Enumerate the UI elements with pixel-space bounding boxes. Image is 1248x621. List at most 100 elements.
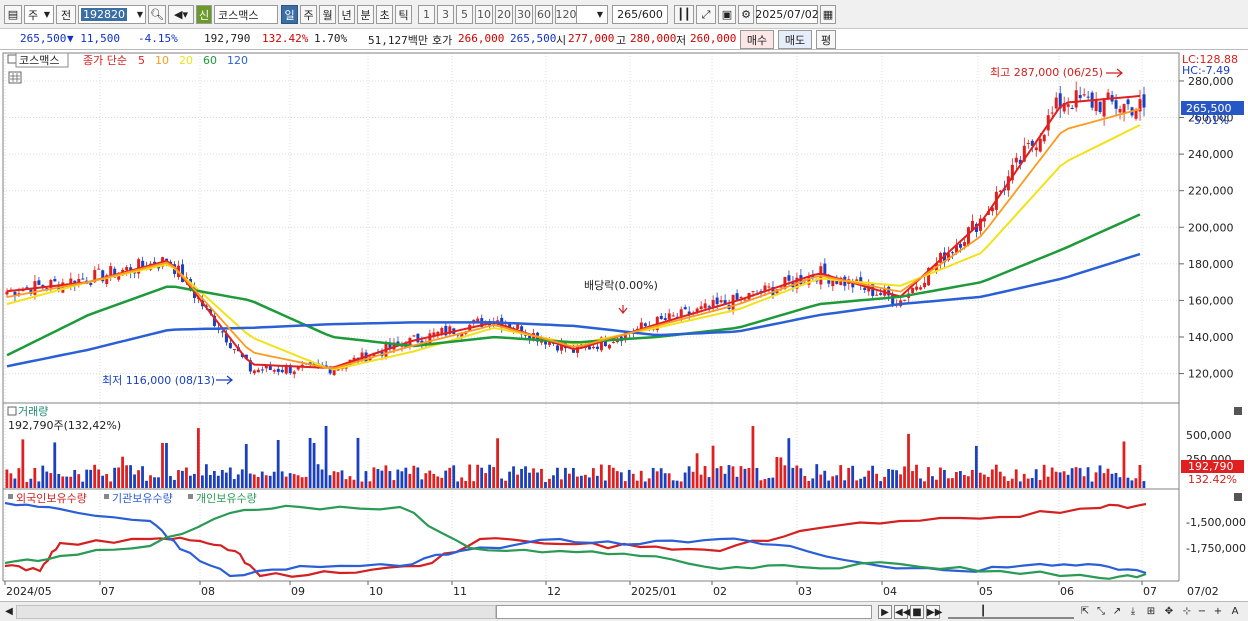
download-icon[interactable]: ⤓	[1130, 606, 1136, 617]
low-arrow	[216, 375, 233, 385]
x-tick-label: 09	[291, 585, 305, 598]
candle-body	[951, 252, 955, 254]
candle-body	[560, 342, 564, 351]
rewind-icon[interactable]: ◀◀	[894, 605, 911, 619]
volume-bars	[5, 426, 1146, 488]
minute-tab-5[interactable]: 5	[456, 5, 473, 24]
volume-bar	[476, 464, 480, 488]
minute-tab-1[interactable]: 1	[418, 5, 435, 24]
candle-body	[17, 293, 21, 295]
volume-bar	[492, 467, 496, 488]
stock-name-field[interactable]: 코스맥스	[214, 5, 278, 24]
open-label: 시	[556, 34, 567, 47]
period-tab-4[interactable]: 분	[357, 5, 374, 24]
stock-code-input[interactable]: 192820 ▼	[78, 5, 146, 24]
candle-body	[212, 315, 216, 326]
minute-tab-10[interactable]: 10	[475, 5, 493, 24]
period-tab-5[interactable]: 초	[376, 5, 393, 24]
market-type-select[interactable]: 주 ▼	[24, 5, 54, 24]
volume-bar	[169, 476, 172, 488]
candle-body	[871, 283, 875, 296]
candle-body	[1042, 134, 1046, 142]
calendar-icon[interactable]: ▦	[820, 5, 836, 24]
volume-bar	[364, 471, 368, 488]
candle-body	[683, 307, 687, 310]
candle-body	[1070, 108, 1074, 110]
candle-body	[428, 333, 432, 344]
save-icon[interactable]: ▣	[718, 5, 736, 24]
candle-body	[711, 300, 715, 308]
font-size-icon[interactable]: A	[1231, 606, 1239, 617]
volume-bar	[344, 479, 348, 488]
grid-toggle-icon[interactable]	[8, 71, 22, 84]
zoom-slider[interactable]: ┃	[948, 605, 1074, 619]
horizontal-scrollbar-track[interactable]	[16, 605, 496, 619]
candle-body	[671, 315, 675, 317]
prev-button[interactable]: 전	[56, 5, 76, 24]
period-tab-1[interactable]: 주	[300, 5, 317, 24]
candle-body	[1106, 92, 1110, 99]
zoom-in-icon[interactable]: +	[1213, 606, 1223, 617]
candle-body	[248, 360, 252, 372]
volume-bar	[831, 476, 835, 488]
candle-body	[915, 286, 919, 290]
search-icon[interactable]: 🔍︎	[148, 5, 166, 24]
volume-bar	[871, 465, 875, 488]
close-icon[interactable]	[1234, 407, 1242, 415]
volume-bar	[456, 481, 460, 488]
period-tab-0[interactable]: 일	[281, 5, 298, 24]
minute-tab-60[interactable]: 60	[535, 5, 553, 24]
fast-forward-icon[interactable]: ▶▶	[926, 605, 943, 619]
window-menu-icon[interactable]: ▤	[4, 5, 22, 24]
buy-button[interactable]: 매수	[740, 30, 774, 49]
volume-bar	[320, 469, 324, 488]
horizontal-scrollbar-thumb[interactable]	[496, 605, 872, 619]
candle-type-icon[interactable]: ┃┃	[674, 5, 694, 24]
count-dropdown[interactable]: ▼	[572, 5, 608, 24]
stop-icon[interactable]: ■	[910, 605, 924, 619]
period-tab-2[interactable]: 월	[319, 5, 336, 24]
data-count-field[interactable]: 265/600	[612, 5, 668, 24]
zoom-out-icon[interactable]: −	[1197, 606, 1207, 617]
x-tick-label: 04	[883, 585, 897, 598]
panel-menu-icon[interactable]	[7, 406, 17, 416]
minute-tab-30[interactable]: 30	[515, 5, 533, 24]
play-icon[interactable]: ▶	[878, 605, 892, 619]
pan-icon[interactable]: ✥	[1164, 606, 1174, 617]
volume-bar	[204, 464, 208, 488]
close-icon[interactable]	[1234, 493, 1242, 501]
minute-tab-20[interactable]: 20	[495, 5, 513, 24]
trend-tool-icon[interactable]: ⤢	[696, 5, 716, 24]
price-change: ▼ 11,500	[67, 32, 120, 45]
volume-bar	[196, 428, 200, 488]
speaker-icon[interactable]: ◀▾	[168, 5, 194, 24]
candle-body	[436, 331, 440, 336]
x-axis-right-label: 07/02	[1187, 585, 1219, 598]
sell-button[interactable]: 매도	[778, 30, 812, 49]
grid-icon[interactable]: ⊞	[1146, 606, 1156, 617]
volume-bar	[428, 470, 432, 488]
volume-bar	[1042, 464, 1046, 488]
period-tab-3[interactable]: 년	[338, 5, 355, 24]
volume-bar	[412, 465, 416, 488]
volume-bar	[296, 475, 300, 488]
stock-chart[interactable]: 코스맥스 종가 단순 5 10 20 60 120 최고 287,000 (06/25)…	[0, 51, 1248, 601]
candle-body	[743, 299, 747, 301]
zoom-fit-icon[interactable]: ⇱	[1080, 606, 1090, 617]
evaluate-button[interactable]: 평	[816, 30, 836, 49]
period-tab-6[interactable]: 틱	[395, 5, 412, 24]
candle-body	[328, 367, 332, 374]
scroll-left-icon[interactable]: ◀	[5, 606, 13, 617]
trend-arrow-icon[interactable]: ↗	[1112, 606, 1122, 617]
candle-body	[699, 306, 703, 309]
zoom-slider-handle[interactable]: ┃	[980, 606, 987, 617]
minute-tab-120[interactable]: 120	[555, 5, 577, 24]
expand-icon[interactable]: ⤡	[1097, 606, 1105, 617]
volume-bar	[352, 479, 356, 488]
volume-bar	[947, 478, 950, 488]
date-field[interactable]: 2025/07/02	[755, 5, 819, 24]
gear-icon[interactable]: ⚙	[738, 5, 754, 24]
volume-bar	[224, 472, 228, 488]
crosshair-icon[interactable]: ⊹	[1182, 606, 1192, 617]
minute-tab-3[interactable]: 3	[437, 5, 454, 24]
